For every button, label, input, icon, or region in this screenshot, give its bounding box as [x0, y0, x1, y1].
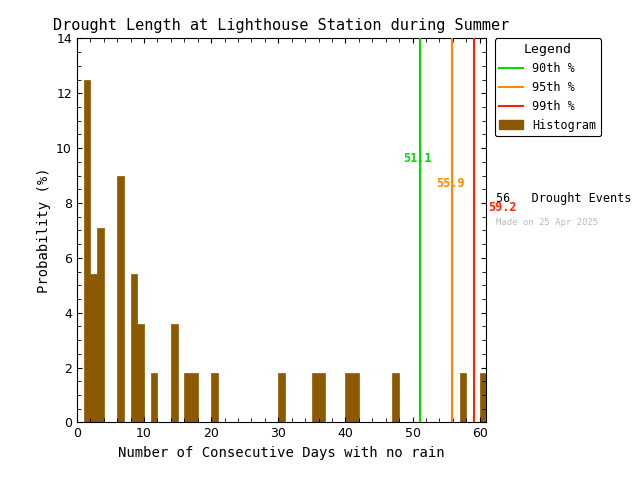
Bar: [346, 373, 352, 422]
Bar: [184, 373, 191, 422]
Bar: [392, 373, 399, 422]
Bar: [278, 373, 285, 422]
Bar: [352, 373, 359, 422]
Title: Drought Length at Lighthouse Station during Summer: Drought Length at Lighthouse Station dur…: [54, 18, 509, 33]
Bar: [150, 373, 157, 422]
Y-axis label: Probability (%): Probability (%): [36, 168, 51, 293]
Text: Made on 25 Apr 2025: Made on 25 Apr 2025: [496, 218, 598, 228]
Text: 59.2: 59.2: [488, 201, 517, 214]
Bar: [83, 80, 90, 422]
Bar: [97, 228, 104, 422]
Bar: [90, 274, 97, 422]
Text: 56   Drought Events: 56 Drought Events: [496, 192, 632, 205]
Bar: [117, 176, 124, 422]
Legend: 90th %, 95th %, 99th %, Histogram: 90th %, 95th %, 99th %, Histogram: [495, 38, 601, 136]
Bar: [319, 373, 325, 422]
Bar: [137, 324, 144, 422]
Bar: [131, 274, 137, 422]
Bar: [312, 373, 319, 422]
Text: 55.9: 55.9: [436, 177, 465, 190]
Bar: [211, 373, 218, 422]
Bar: [171, 324, 177, 422]
Bar: [191, 373, 198, 422]
X-axis label: Number of Consecutive Days with no rain: Number of Consecutive Days with no rain: [118, 446, 445, 460]
Text: 51.1: 51.1: [404, 152, 432, 165]
Bar: [480, 373, 486, 422]
Bar: [460, 373, 467, 422]
